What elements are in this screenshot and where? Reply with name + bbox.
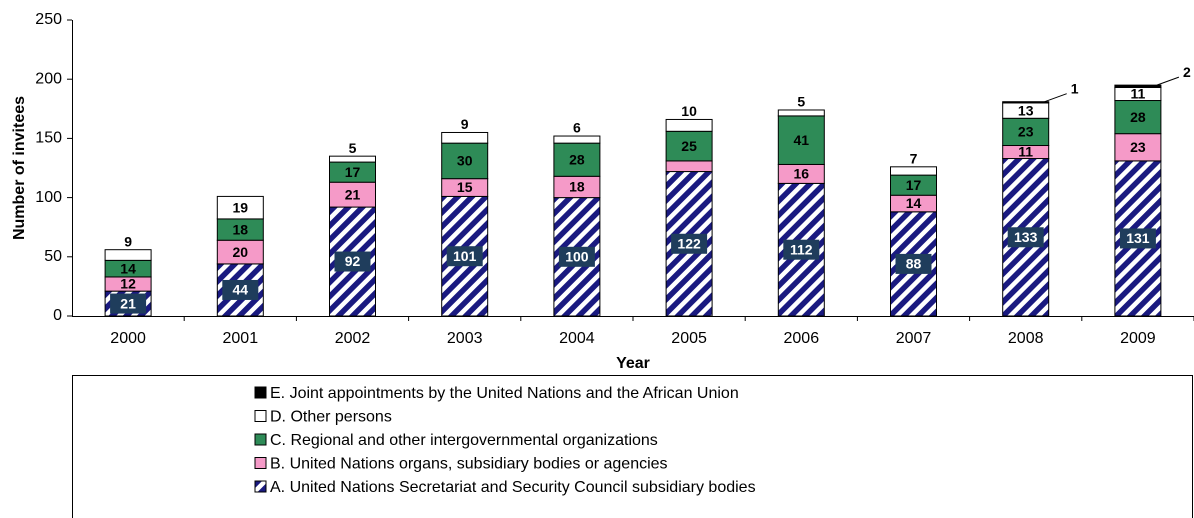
data-label: 23 [1018,124,1034,140]
data-label: 131 [1126,230,1150,246]
data-label: 17 [906,177,922,193]
data-label: 44 [233,282,249,298]
bar-segment [1114,133,1162,162]
data-label: 18 [233,221,249,237]
x-tick-label: 2003 [447,330,483,347]
leader-line [1044,93,1067,103]
data-label: 16 [794,166,810,182]
data-label: 28 [569,151,585,167]
data-label: 17 [345,164,361,180]
x-tick-label: 2009 [1120,330,1156,347]
data-label-box [783,239,820,260]
data-label-box [671,233,708,254]
y-tick-label: 100 [35,189,62,206]
bar-segment [665,118,713,132]
bar-segment [441,131,489,144]
data-label: 13 [1018,102,1034,118]
data-label: 6 [573,120,581,136]
data-label: 21 [120,295,136,311]
x-axis-label: Year [616,355,650,372]
data-label-box [895,253,932,274]
bar-segment [441,142,489,180]
data-label: 2 [1183,64,1191,80]
bar-segment [1114,84,1162,88]
data-label: 14 [906,195,922,211]
bar-segment [216,195,264,220]
legend-label: C. Regional and other intergovernmental … [270,432,658,449]
data-label: 14 [120,260,136,276]
data-label-box [446,246,483,267]
legend-label: E. Joint appointments by the United Nati… [270,385,739,402]
x-tick-label: 2006 [784,330,820,347]
bar-segment [890,166,937,176]
bar-segment [104,249,152,261]
data-label: 21 [345,186,361,202]
legend-label: B. United Nations organs, subsidiary bod… [270,456,668,473]
y-tick-label: 0 [53,307,62,324]
x-tick-label: 2000 [110,330,146,347]
data-label: 19 [233,199,249,215]
data-label: 100 [565,249,589,265]
data-label: 18 [569,179,585,195]
legend-label: A. United Nations Secretariat and Securi… [270,479,756,496]
data-label: 28 [1130,109,1146,125]
y-axis-label: Number of invitees [11,96,28,240]
legend-box [72,375,1193,518]
data-label-box [558,246,595,267]
data-label: 11 [1018,144,1033,160]
bar-segment [1002,117,1050,147]
x-tick-label: 2002 [335,330,371,347]
data-label: 10 [681,103,697,119]
legend-swatch [254,433,267,446]
bar-segment [329,181,376,208]
y-tick-label: 200 [35,70,62,87]
data-label: 133 [1014,229,1038,245]
bar-segment [665,130,713,162]
legend-swatch [254,386,267,399]
data-label: 30 [457,153,473,169]
data-label: 101 [453,248,477,264]
x-tick-label: 2008 [1008,330,1044,347]
data-label: 25 [681,138,697,154]
leader-line [1156,76,1180,86]
legend-label: D. Other persons [270,409,392,426]
data-label-box [110,293,147,314]
data-label: 9 [124,233,132,249]
bar-segment [1002,101,1050,104]
data-label: 20 [233,244,249,260]
legend-swatch [254,457,267,469]
x-tick-label: 2007 [896,330,932,347]
bar-segment [777,109,825,117]
x-tick-label: 2001 [223,330,259,347]
data-label: 9 [461,116,469,132]
data-label: 15 [457,179,473,195]
bar-segment [553,135,601,144]
data-label-box [1007,227,1044,248]
data-label: 12 [120,276,136,292]
data-label: 5 [349,140,357,156]
bar-segment [329,155,376,163]
y-tick-label: 150 [35,130,62,147]
data-label-box [334,251,371,272]
x-tick-label: 2004 [559,330,595,347]
legend-swatch [254,480,267,493]
data-label: 1 [1071,80,1079,96]
y-tick-label: 250 [35,11,62,28]
data-label: 7 [910,151,918,167]
bar-segment [665,160,713,173]
data-label: 23 [1130,139,1146,155]
data-label: 88 [906,256,922,272]
data-label-box [222,279,259,300]
data-label: 11 [1130,86,1145,102]
data-label: 41 [794,132,810,148]
data-label-box [1119,228,1156,249]
legend-swatch [254,410,267,422]
y-tick-label: 50 [44,248,62,265]
data-label: 5 [797,94,805,110]
data-label: 92 [345,253,361,269]
data-label: 122 [677,235,701,251]
data-label: 112 [790,241,813,257]
x-tick-label: 2005 [671,330,707,347]
